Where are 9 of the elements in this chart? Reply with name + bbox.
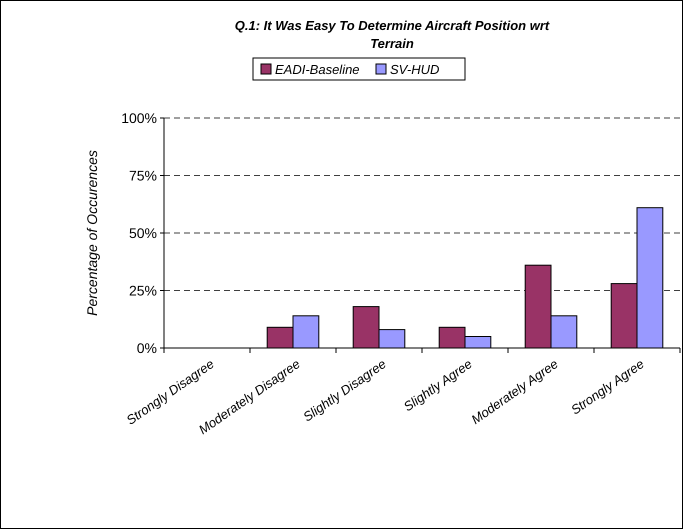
legend-label: SV-HUD [390,62,440,77]
y-tick-label: 0% [136,340,157,356]
y-tick-label: 50% [128,225,157,241]
y-tick-label: 100% [121,110,157,126]
chart-title: Q.1: It Was Easy To Determine Aircraft Position wrt Terrain [234,18,550,51]
y-axis-title: Percentage of Occurences [84,150,100,316]
y-tick-label: 75% [128,168,157,184]
legend-label: EADI-Baseline [275,62,360,77]
y-tick-label: 25% [128,282,157,298]
